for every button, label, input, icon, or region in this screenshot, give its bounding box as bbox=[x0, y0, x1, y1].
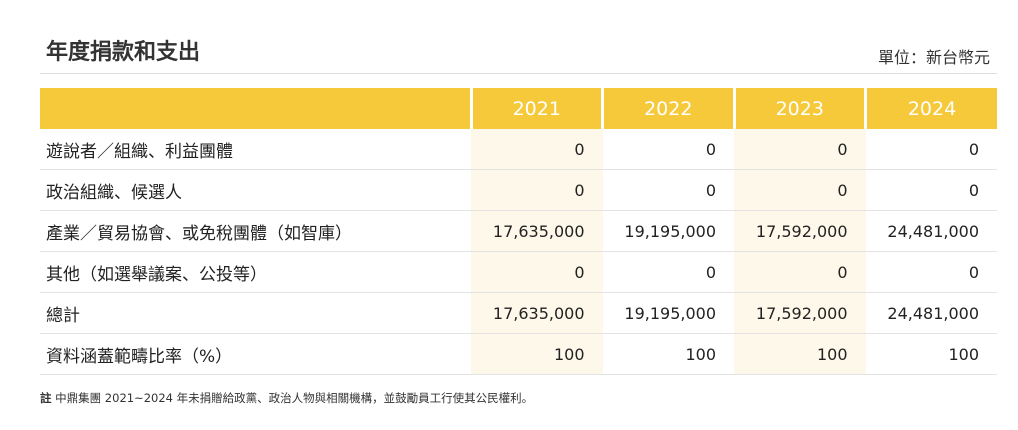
cell-value: 0 bbox=[865, 129, 997, 170]
cell-value: 19,195,000 bbox=[602, 210, 734, 252]
row-label-trade-associations: 產業／貿易協會、或免稅團體（如智庫） bbox=[40, 210, 471, 252]
year-header-2023: 2023 bbox=[732, 88, 866, 129]
page-title: 年度捐款和支出 bbox=[46, 40, 201, 65]
cell-value: 100 bbox=[865, 333, 997, 375]
table-row: 政治組織、候選人 0 0 0 0 bbox=[40, 169, 997, 211]
cell-value: 100 bbox=[471, 333, 603, 375]
cell-value: 17,635,000 bbox=[471, 292, 603, 334]
cell-value: 24,481,000 bbox=[865, 210, 997, 252]
cell-value: 0 bbox=[734, 129, 866, 170]
table-row: 遊說者／組織、利益團體 0 0 0 0 bbox=[40, 129, 997, 170]
cell-value: 0 bbox=[734, 251, 866, 293]
donations-table: 2021 2022 2023 2024 遊說者／組織、利益團體 0 0 0 0 … bbox=[40, 88, 997, 375]
cell-value: 0 bbox=[471, 251, 603, 293]
cell-value: 100 bbox=[734, 333, 866, 375]
table-row: 其他（如選舉議案、公投等） 0 0 0 0 bbox=[40, 251, 997, 293]
cell-value: 0 bbox=[602, 251, 734, 293]
cell-value: 0 bbox=[471, 169, 603, 211]
table-row: 產業／貿易協會、或免稅團體（如智庫） 17,635,000 19,195,000… bbox=[40, 210, 997, 252]
cell-value: 17,635,000 bbox=[471, 210, 603, 252]
cell-value: 19,195,000 bbox=[602, 292, 734, 334]
cell-value: 0 bbox=[602, 129, 734, 170]
year-header-2022: 2022 bbox=[601, 88, 734, 129]
footnote: 註 中鼎集團 2021~2024 年未捐贈給政黨、政治人物與相關機構，並鼓勵員工… bbox=[40, 390, 533, 406]
cell-value: 17,592,000 bbox=[734, 292, 866, 334]
footnote-marker: 註 bbox=[40, 391, 52, 405]
title-divider bbox=[40, 73, 997, 74]
table-row: 總計 17,635,000 19,195,000 17,592,000 24,4… bbox=[40, 292, 997, 334]
cell-value: 0 bbox=[602, 169, 734, 211]
cell-value: 0 bbox=[865, 169, 997, 211]
cell-value: 17,592,000 bbox=[734, 210, 866, 252]
table-header-row: 2021 2022 2023 2024 bbox=[40, 88, 997, 129]
row-label-other: 其他（如選舉議案、公投等） bbox=[40, 251, 471, 293]
year-header-2024: 2024 bbox=[864, 88, 997, 129]
row-label-political: 政治組織、候選人 bbox=[40, 169, 471, 211]
cell-value: 0 bbox=[734, 169, 866, 211]
cell-value: 24,481,000 bbox=[865, 292, 997, 334]
footnote-text: 中鼎集團 2021~2024 年未捐贈給政黨、政治人物與相關機構，並鼓勵員工行使… bbox=[55, 391, 534, 405]
year-header-2021: 2021 bbox=[469, 88, 603, 129]
row-label-total: 總計 bbox=[40, 292, 471, 334]
cell-value: 100 bbox=[602, 333, 734, 375]
cell-value: 0 bbox=[865, 251, 997, 293]
unit-label: 單位：新台幣元 bbox=[877, 48, 990, 67]
header-blank-cell bbox=[40, 88, 471, 129]
cell-value: 0 bbox=[471, 129, 603, 170]
row-label-lobbying: 遊說者／組織、利益團體 bbox=[40, 129, 471, 170]
row-label-coverage: 資料涵蓋範疇比率（%） bbox=[40, 333, 471, 375]
table-row: 資料涵蓋範疇比率（%） 100 100 100 100 bbox=[40, 333, 997, 375]
